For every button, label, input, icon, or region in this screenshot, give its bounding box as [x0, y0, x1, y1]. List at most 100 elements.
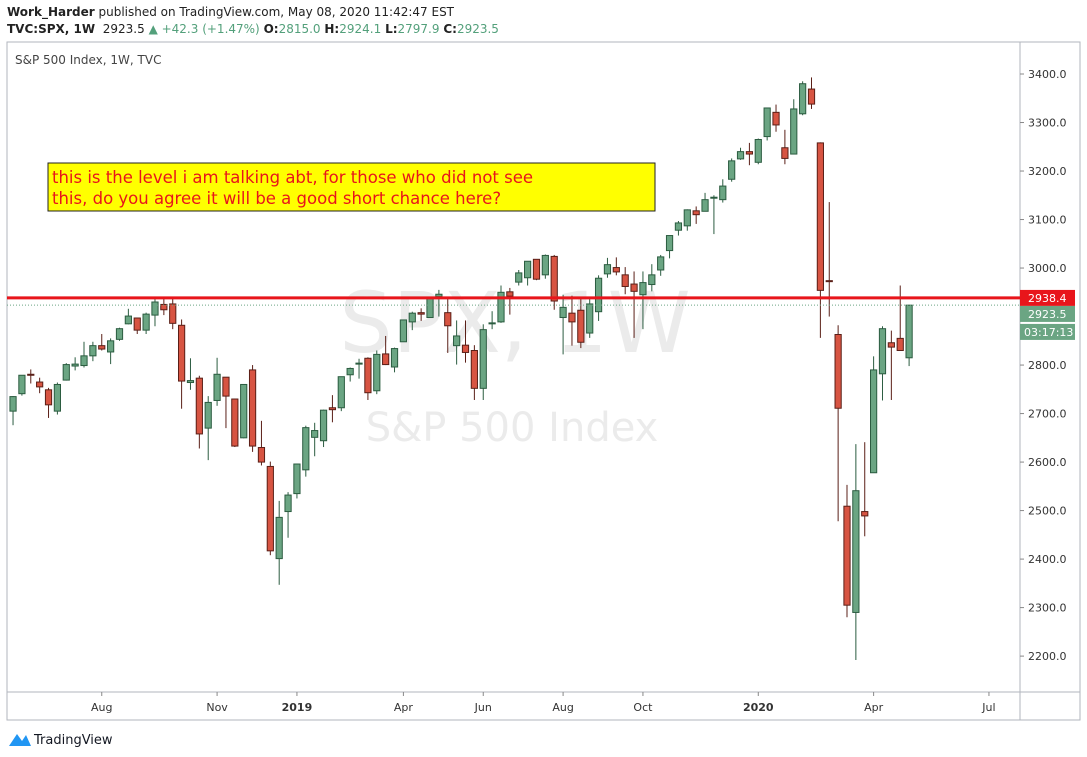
candle-body — [160, 303, 168, 311]
candle-body — [399, 319, 408, 343]
x-tick-label: Nov — [206, 701, 228, 714]
candle-body — [799, 83, 807, 115]
y-tick-label: 2500.0 — [1028, 505, 1067, 518]
candle-body — [89, 345, 97, 357]
candle-body — [257, 447, 266, 463]
candle-body — [878, 328, 887, 375]
candle-body — [648, 274, 656, 286]
candle-body — [240, 383, 248, 439]
candle-body — [763, 107, 771, 138]
candle-body — [293, 463, 301, 495]
x-tick-label: Jun — [474, 701, 492, 714]
candle-body — [275, 516, 283, 560]
candle-body — [683, 209, 691, 227]
candle-body — [311, 430, 319, 438]
candle-body — [453, 335, 461, 347]
x-tick-label: Apr — [394, 701, 414, 714]
candle-body — [142, 313, 150, 331]
last-price-label: 2923.5 — [1028, 308, 1067, 321]
candle-body — [195, 377, 203, 435]
candle-body — [328, 407, 337, 411]
candle-body — [408, 312, 416, 323]
candle-body — [124, 315, 132, 325]
candle-body — [133, 317, 141, 331]
candle-body — [62, 364, 70, 381]
published: published on TradingView.com, May 08, 20… — [98, 5, 455, 19]
candle-body — [71, 363, 79, 367]
candle-body — [657, 256, 665, 271]
candle-body — [790, 108, 798, 155]
candle-body — [639, 282, 647, 296]
watermark-name: S&P 500 Index — [366, 405, 659, 451]
candle-body — [222, 376, 230, 397]
level-label-bg — [1020, 289, 1075, 306]
candle-body — [231, 398, 239, 447]
candle-body — [807, 88, 816, 105]
annotation-text: this, do you agree it will be a good sho… — [52, 189, 501, 208]
level-label: 2938.4 — [1028, 292, 1067, 305]
candle-body — [382, 353, 390, 366]
y-tick-label: 3200.0 — [1028, 165, 1067, 178]
brand: TradingView — [33, 733, 113, 748]
annotation-text: this is the level i am talking abt, for … — [52, 168, 533, 187]
candle-body — [515, 272, 523, 283]
header: Work_Harder published on TradingView.com… — [7, 4, 499, 38]
candle-body — [390, 348, 399, 368]
last-price-bg — [1020, 305, 1075, 322]
header-line-2: TVC:SPX, 1W 2923.5 ▲ +42.3 (+1.47%) O:28… — [7, 21, 499, 38]
candle-body — [506, 291, 514, 297]
y-tick-label: 2400.0 — [1028, 553, 1067, 566]
o-label: O: — [263, 22, 279, 36]
candle-body — [852, 490, 860, 613]
y-tick-label: 3100.0 — [1028, 214, 1067, 227]
candle-body — [603, 264, 612, 275]
countdown-bg — [1020, 323, 1075, 340]
candle-body — [80, 355, 88, 367]
candle-body — [630, 283, 638, 292]
candle-body — [204, 401, 212, 429]
candle-body — [843, 505, 851, 606]
y-tick-label: 2200.0 — [1028, 650, 1067, 663]
y-tick-label: 3400.0 — [1028, 68, 1067, 81]
candle-body — [364, 357, 372, 394]
candle-body — [435, 293, 443, 298]
h-label: H: — [324, 22, 340, 36]
candle-body — [27, 373, 35, 376]
y-tick-label: 2300.0 — [1028, 602, 1067, 615]
candle-body — [586, 303, 594, 334]
candle-body — [248, 369, 257, 447]
candle-body — [470, 350, 478, 389]
footer: TradingView — [9, 733, 113, 748]
candle-body — [905, 304, 913, 359]
x-tick-label: Apr — [864, 701, 884, 714]
candle-body — [266, 465, 274, 552]
candle-body — [621, 274, 629, 287]
candle-body — [745, 151, 754, 155]
candle-body — [444, 312, 452, 327]
y-tick-label: 3000.0 — [1028, 262, 1067, 275]
candle-body — [417, 312, 425, 315]
h-value: 2924.1 — [339, 22, 382, 36]
candle-body — [115, 328, 124, 340]
o-value: 2815.0 — [278, 22, 321, 36]
frame — [6, 41, 1081, 721]
author: Work_Harder — [7, 5, 95, 19]
candle-body — [577, 309, 585, 343]
candle-body — [710, 196, 718, 199]
candle-body — [594, 277, 603, 313]
candle-body — [169, 303, 177, 324]
candle-body — [319, 409, 328, 442]
change: ▲ +42.3 (+1.47%) — [148, 22, 260, 36]
candle-body — [612, 267, 620, 273]
y-tick-label: 2600.0 — [1028, 456, 1067, 469]
countdown: 03:17:13 — [1024, 326, 1073, 339]
candle-body — [665, 235, 674, 252]
logo — [9, 734, 31, 746]
candle-body — [559, 306, 567, 319]
y-tick-label: 2700.0 — [1028, 408, 1067, 421]
candle-body — [186, 380, 195, 384]
c-label: C: — [443, 22, 457, 36]
symbol: TVC:SPX, 1W — [7, 22, 96, 36]
